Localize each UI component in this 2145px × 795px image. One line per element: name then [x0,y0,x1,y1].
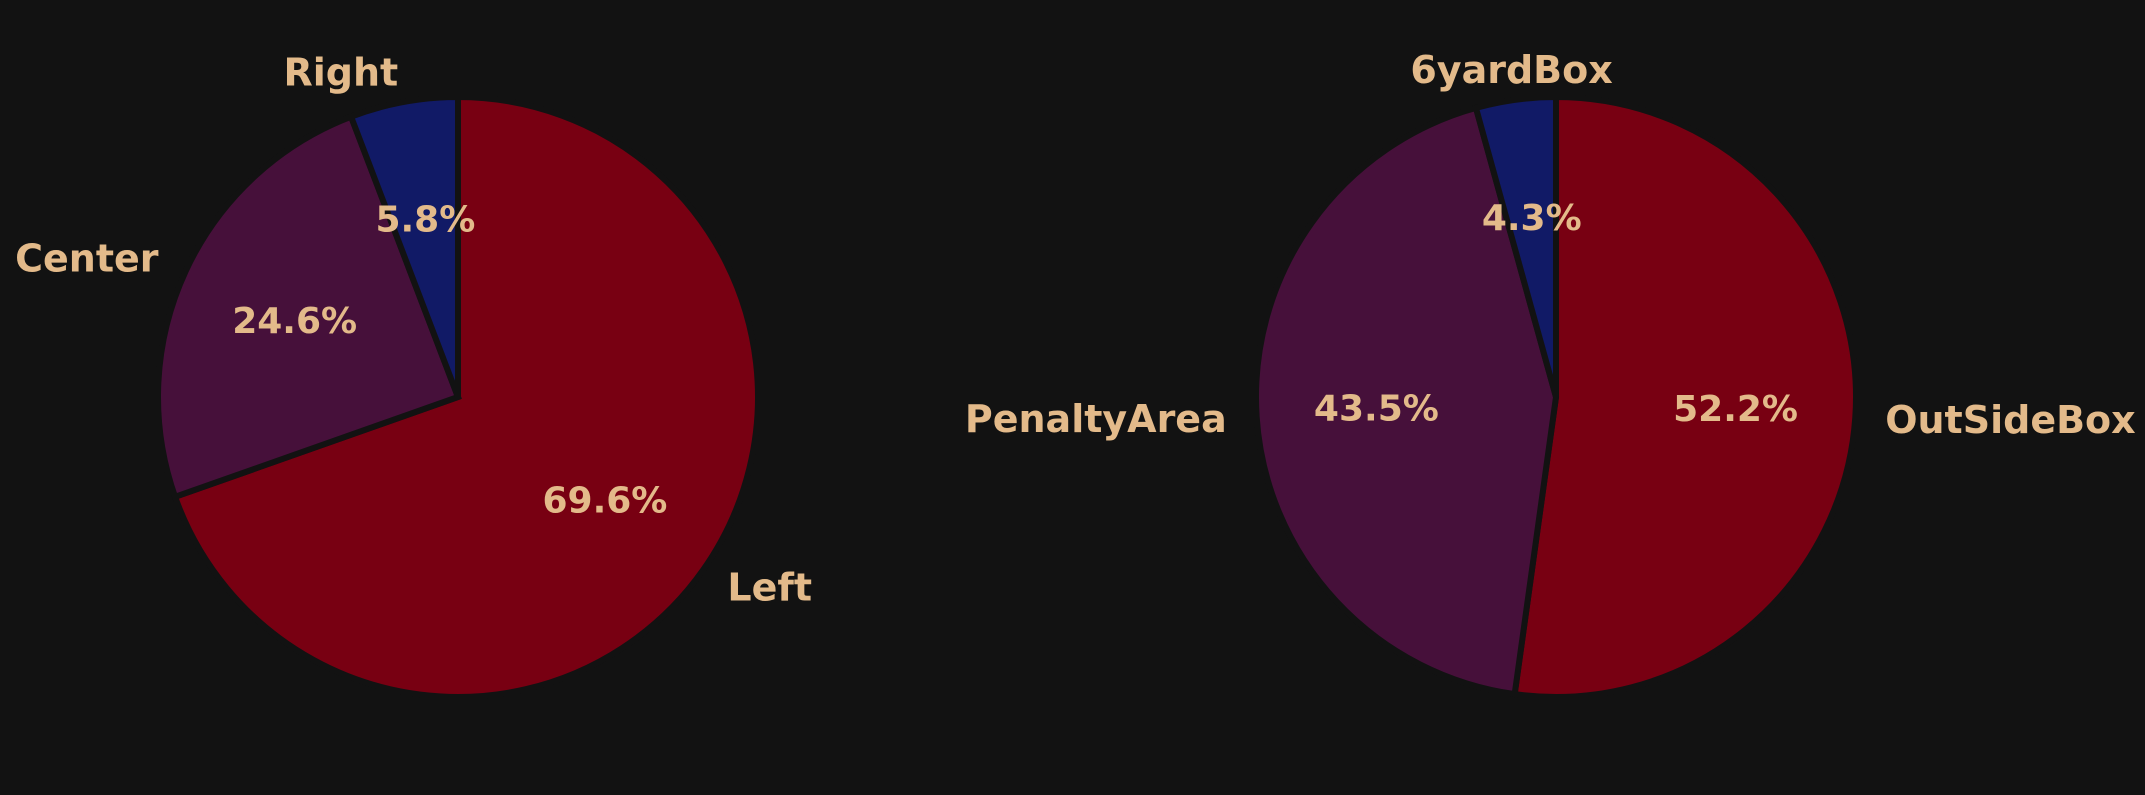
pie-category-label-outsidebox: OutSideBox [1885,398,2135,442]
pie-percent-label-outsidebox: 52.2% [1673,389,1798,430]
pie-percent-label-6yardbox: 4.3% [1482,198,1582,239]
pie-slice-center [155,112,462,501]
pie-chart-shot-direction: 69.6% Left 24.6% Center 5.8% Right [15,50,812,700]
pie-category-label-6yardbox: 6yardBox [1410,48,1612,92]
pie-percent-label-left: 69.6% [542,480,667,521]
pie-slice-right [347,93,461,399]
pie-slice-outsidebox [1511,93,1859,700]
pie-percent-label-penaltyarea: 43.5% [1314,388,1439,429]
pie-chart-shot-location: 52.2% OutSideBox 43.5% PenaltyArea 4.3% 6yard… [965,48,2136,700]
pie-percent-label-right: 5.8% [375,199,475,240]
pie-percent-label-center: 24.6% [232,301,357,342]
pie-slice-6yardbox [1472,93,1559,398]
pie-category-label-left: Left [727,566,812,610]
pie-category-label-penaltyarea: PenaltyArea [965,397,1227,441]
pie-slice-left [171,93,761,700]
pie-category-label-right: Right [283,50,398,94]
pie-category-label-center: Center [15,236,159,280]
pie-slice-penaltyarea [1252,104,1560,698]
